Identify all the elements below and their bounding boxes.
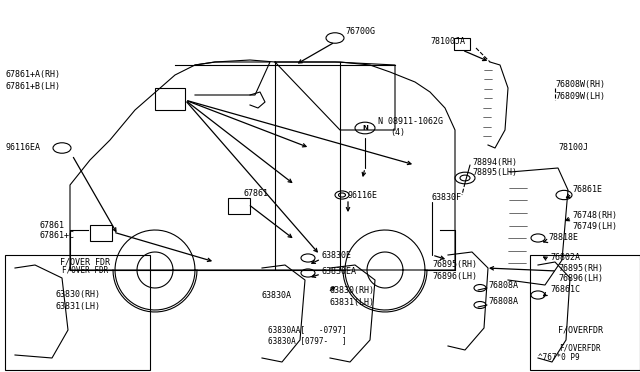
Text: 76808A: 76808A [488,298,518,307]
Bar [5,255,150,370]
Text: 76802A: 76802A [550,253,580,263]
Text: 96116EA: 96116EA [5,144,40,153]
Text: F/OVER FDR: F/OVER FDR [60,257,110,266]
Text: F/OVERFDR: F/OVERFDR [558,326,603,334]
Text: 76896(LH): 76896(LH) [558,275,603,283]
Text: N 08911-1062G: N 08911-1062G [378,118,443,126]
Text: 76895(RH): 76895(RH) [558,263,603,273]
Text: (4): (4) [390,128,405,138]
Text: 76861C: 76861C [550,285,580,295]
Bar [90,225,112,241]
Text: 78100JA: 78100JA [430,38,465,46]
Text: 96116E: 96116E [348,190,378,199]
Text: 78818E: 78818E [548,234,578,243]
Text: 63830AA[   -0797]: 63830AA[ -0797] [268,326,347,334]
Text: N: N [362,125,368,131]
Bar [155,88,185,110]
Text: 78100J: 78100J [558,144,588,153]
Text: F/OVER FDR: F/OVER FDR [62,266,108,275]
Text: 67861: 67861 [40,221,65,230]
Text: 63830(RH): 63830(RH) [55,291,100,299]
Text: 76809W(LH): 76809W(LH) [555,92,605,100]
Text: 63831(LH): 63831(LH) [330,298,375,307]
Bar [454,38,470,50]
Text: 63830EA: 63830EA [322,266,357,276]
Bar [530,255,640,370]
Text: 76861E: 76861E [572,186,602,195]
Text: 63830A: 63830A [262,291,292,299]
Text: 67861+A(RH): 67861+A(RH) [5,71,60,80]
Text: 76748(RH): 76748(RH) [572,211,617,219]
Text: 76808W(RH): 76808W(RH) [555,80,605,90]
Text: F/OVERFDR: F/OVERFDR [559,343,601,353]
Text: 63830F: 63830F [432,193,462,202]
Text: 76896(LH): 76896(LH) [432,272,477,280]
Bar [228,198,250,214]
Text: ^767*0 P9: ^767*0 P9 [538,353,580,362]
Text: 78894(RH): 78894(RH) [472,157,517,167]
Text: 76808A: 76808A [488,280,518,289]
Text: 63830E: 63830E [322,251,352,260]
Text: 76700G: 76700G [345,28,375,36]
Text: 76895(RH): 76895(RH) [432,260,477,269]
Text: 67861+B(LH): 67861+B(LH) [5,81,60,90]
Text: 78895(LH): 78895(LH) [472,169,517,177]
Text: 76749(LH): 76749(LH) [572,221,617,231]
Text: 63830(RH): 63830(RH) [330,285,375,295]
Text: 67861: 67861 [244,189,269,198]
Text: 63831(LH): 63831(LH) [55,301,100,311]
Text: 67861+C: 67861+C [40,231,75,241]
Text: 63830A [0797-   ]: 63830A [0797- ] [268,337,347,346]
